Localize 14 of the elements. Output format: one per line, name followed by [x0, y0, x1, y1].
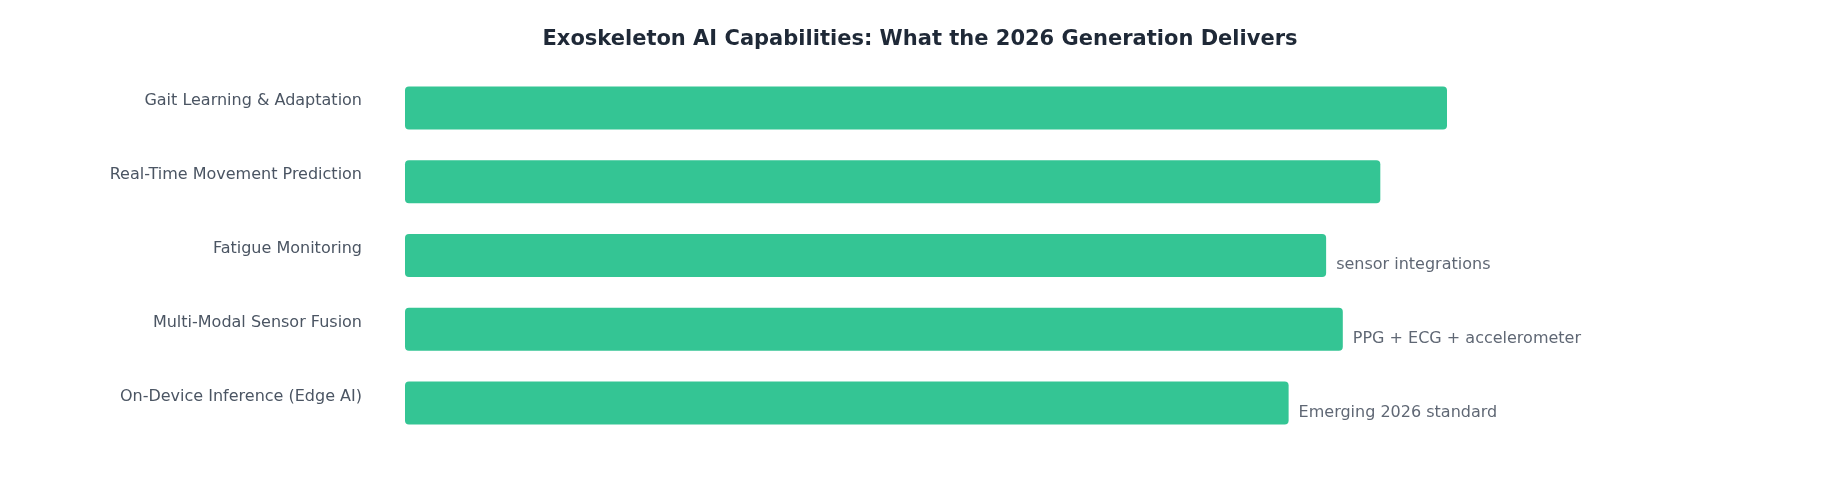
- y-tick-label: Gait Learning & Adaptation: [144, 90, 362, 110]
- bar: [405, 86, 1447, 130]
- bar: [405, 381, 1289, 425]
- bar: [405, 160, 1381, 204]
- annotation: sensor integrations: [1336, 254, 1491, 273]
- annotation: Emerging 2026 standard: [1298, 401, 1498, 421]
- y-tick-label: Fatigue Monitoring: [212, 238, 362, 257]
- bar: [405, 307, 1343, 351]
- y-tick-label: Real-Time Movement Prediction: [109, 164, 362, 184]
- chart-title: Exoskeleton AI Capabilities: What the 2026 Generation Delivers: [542, 25, 1298, 50]
- bar: [405, 234, 1327, 277]
- y-tick-label: Multi-Modal Sensor Fusion: [152, 311, 362, 331]
- annotation: PPG + ECG + accelerometer: [1352, 327, 1582, 347]
- y-tick-label: On-Device Inference (Edge AI): [119, 385, 362, 405]
